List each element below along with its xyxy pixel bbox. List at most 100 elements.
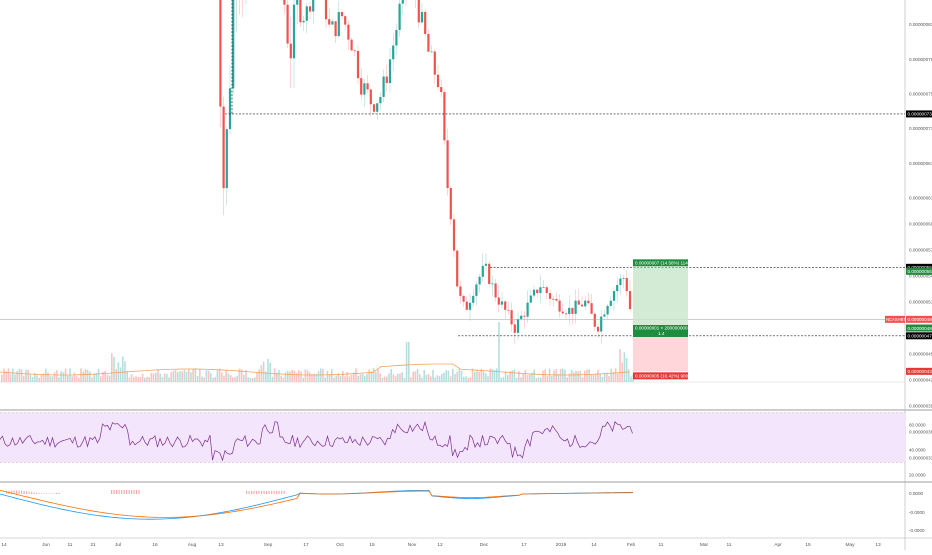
volume-bar	[159, 374, 161, 382]
volume-bar	[472, 369, 474, 382]
candle-body	[450, 188, 452, 219]
macd-axis-label: 0.0000	[909, 491, 923, 496]
candle-body	[303, 21, 305, 23]
volume-bar	[487, 376, 489, 382]
volume-bar	[432, 370, 434, 382]
macd-histogram-bar	[264, 491, 265, 494]
volume-bar	[111, 353, 113, 382]
volume-bar	[126, 371, 128, 382]
volume-bar	[540, 378, 542, 382]
volume-bar	[529, 374, 531, 382]
volume-bar	[21, 369, 23, 382]
volume-bar	[434, 377, 436, 382]
time-axis-label: 14	[1, 542, 7, 548]
volume-bar	[199, 369, 201, 382]
volume-bar	[140, 377, 142, 382]
position-price-tag-label: 0.00000055	[908, 269, 932, 274]
volume-bar	[203, 377, 205, 382]
volume-bar	[177, 372, 179, 382]
volume-bar	[388, 374, 390, 382]
candle-body	[421, 12, 423, 23]
price-axis-label: 0.00000063	[909, 196, 932, 201]
rsi-axis-label: 60.0000	[909, 423, 926, 428]
volume-bar	[582, 377, 584, 382]
candle-body	[530, 296, 532, 303]
volume-bar	[294, 371, 296, 382]
candle-body	[482, 266, 484, 277]
volume-bar	[445, 370, 447, 382]
volume-bar	[12, 368, 14, 382]
rsi-axis-label: 20.0000	[909, 473, 926, 478]
candle-body	[587, 301, 589, 304]
volume-bar	[305, 369, 307, 382]
volume-bar	[210, 373, 212, 382]
time-axis-label: Nov	[408, 542, 417, 548]
volume-bar	[252, 378, 254, 382]
volume-bar	[591, 375, 593, 382]
candle-body	[472, 296, 474, 303]
volume-bar	[67, 376, 69, 382]
candle-body	[306, 6, 308, 20]
volume-bar	[38, 378, 40, 382]
target-label: 0.00000007 (14.58%) 1140	[635, 260, 691, 265]
volume-bar	[423, 370, 425, 382]
volume-bar	[170, 372, 172, 382]
volume-bar	[82, 372, 84, 382]
volume-bar	[514, 369, 516, 382]
time-axis-label: 13	[218, 542, 224, 548]
time-axis-label: 15	[805, 542, 811, 548]
macd-histogram-bar	[56, 493, 57, 494]
price-axis-label: 0.00000079	[909, 57, 932, 62]
candle-body	[338, 12, 340, 36]
candle-body	[527, 303, 529, 317]
volume-bar	[382, 378, 384, 382]
volume-bar	[239, 369, 241, 382]
volume-bar	[318, 371, 320, 382]
candle-body	[610, 301, 612, 306]
candle-body	[331, 21, 333, 24]
volume-bar	[375, 372, 377, 382]
volume-bar	[507, 375, 509, 382]
candle-body	[290, 44, 292, 59]
volume-bar	[443, 373, 445, 382]
macd-histogram-bar	[131, 490, 132, 494]
volume-bar	[349, 376, 351, 382]
macd-histogram-bar	[34, 492, 35, 494]
candle-body	[552, 299, 554, 300]
volume-bar	[131, 374, 133, 382]
volume-bar	[85, 369, 87, 382]
candle-body	[539, 287, 541, 293]
candle-body	[418, 0, 420, 22]
volume-bar	[122, 357, 124, 382]
candle-body	[232, 0, 234, 88]
volume-bar	[630, 376, 632, 382]
volume-bar	[588, 369, 590, 382]
volume-bar	[225, 370, 227, 382]
candle-body	[283, 0, 285, 5]
volume-bar	[272, 377, 274, 382]
candle-body	[479, 277, 481, 285]
volume-bar	[49, 376, 51, 382]
volume-bar	[362, 374, 364, 382]
candle-body	[498, 297, 500, 304]
volume-bar	[566, 377, 568, 382]
time-axis-label: 17	[521, 542, 527, 548]
candle-body	[459, 286, 461, 295]
candle-body	[223, 107, 225, 189]
volume-bar	[135, 376, 137, 382]
candle-body	[347, 25, 349, 40]
macd-histogram-bar	[36, 493, 37, 494]
candle-body	[389, 59, 391, 83]
time-axis-label: 14	[591, 542, 597, 548]
candle-body	[351, 40, 353, 51]
volume-bar	[395, 376, 397, 382]
volume-bar	[98, 369, 100, 382]
volume-bar	[223, 376, 225, 382]
volume-bar	[52, 376, 54, 382]
volume-bar	[580, 371, 582, 382]
time-axis-label: 12	[437, 542, 443, 548]
volume-bar	[331, 369, 333, 382]
candle-body	[427, 34, 429, 52]
